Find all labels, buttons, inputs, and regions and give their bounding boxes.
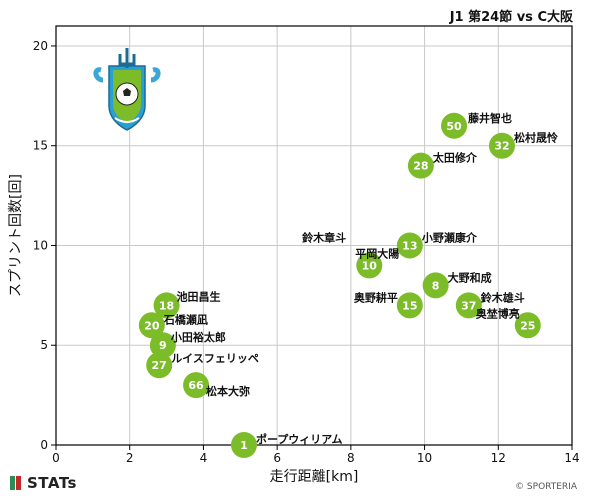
data-point-number: 66 (188, 379, 204, 392)
data-point (514, 312, 541, 339)
data-point (488, 132, 515, 159)
data-point-label: 藤井智也 (468, 111, 512, 125)
y-axis-label: スプリント回数[回] (8, 174, 24, 297)
data-point-label: ポープウィリアム (256, 432, 343, 446)
data-point-number: 10 (362, 259, 378, 272)
data-point-number: 27 (152, 359, 167, 372)
data-point-label: 池田昌生 (177, 289, 221, 303)
y-tick-label: 15 (33, 139, 48, 153)
data-point (356, 252, 383, 279)
x-tick-label: 14 (564, 451, 579, 465)
stats-brand-text: STATs (27, 474, 77, 492)
data-point (146, 352, 173, 379)
x-tick-label: 12 (491, 451, 506, 465)
data-point-label: 小田裕太郎 (170, 330, 226, 344)
data-point-label: 鈴木章斗 (302, 230, 346, 244)
copyright: © SPORTERIA (515, 482, 577, 492)
data-point-number: 28 (413, 160, 428, 173)
x-tick-label: 8 (347, 451, 355, 465)
shonan-bellmare-crest-icon (93, 48, 161, 131)
data-point-label: 大野和成 (448, 270, 492, 284)
x-tick-label: 4 (200, 451, 208, 465)
grid (55, 26, 573, 446)
x-tick-label: 10 (417, 451, 432, 465)
data-point-number: 20 (144, 319, 160, 332)
data-point-label: ルイスフェリッペ (171, 352, 259, 365)
x-axis-label: 走行距離[km] (270, 468, 359, 485)
y-tick-label: 0 (40, 438, 48, 452)
data-point (396, 292, 423, 319)
data-point (153, 292, 180, 319)
data-point-label: 鈴木雄斗 (481, 290, 525, 304)
data-point (422, 272, 449, 299)
data-point-label: 小野瀬康介 (421, 230, 478, 244)
data-point-number: 25 (520, 319, 535, 332)
data-point-label: 奥埜博亮 (475, 306, 520, 320)
tick-labels: 0 2 4 6 8 10 12 14 0 5 10 15 20 (33, 39, 580, 465)
axes (51, 25, 573, 450)
data-point (455, 292, 482, 319)
x-tick-label: 0 (52, 451, 60, 465)
y-tick-label: 10 (33, 238, 48, 252)
y-tick-label: 5 (40, 338, 48, 352)
data-point-number: 8 (432, 279, 440, 292)
plot-frame (55, 25, 573, 446)
data-point (138, 312, 165, 339)
x-tick-label: 6 (273, 451, 281, 465)
chart-title: J1 第24節 vs C大阪 (449, 9, 574, 25)
data-point-number: 37 (461, 299, 476, 312)
data-point (396, 232, 423, 259)
data-point (407, 152, 434, 179)
x-tick-label: 2 (126, 451, 134, 465)
data-point-label: 奥野耕平 (353, 290, 398, 304)
data-point-label: 平岡大陽 (355, 246, 399, 260)
data-point (230, 432, 257, 458)
data-point-number: 15 (402, 299, 417, 312)
data-point-label: 太田修介 (432, 151, 478, 165)
data-point-label: 松本大弥 (206, 384, 250, 398)
data-point-label: 石橋瀬凪 (163, 312, 208, 326)
data-point (149, 332, 176, 359)
data-point-number: 18 (159, 299, 174, 312)
data-point-number: 32 (494, 140, 509, 153)
data-point-label: 松村晟怜 (514, 131, 558, 145)
data-point-number: 1 (240, 439, 248, 452)
data-point-number: 9 (159, 339, 167, 352)
y-tick-label: 20 (33, 39, 48, 53)
data-point (441, 112, 468, 139)
data-point (183, 372, 210, 399)
stats-brand-logo: STATs (10, 474, 77, 492)
data-point-number: 50 (446, 120, 462, 133)
data-point-number: 13 (402, 239, 417, 252)
